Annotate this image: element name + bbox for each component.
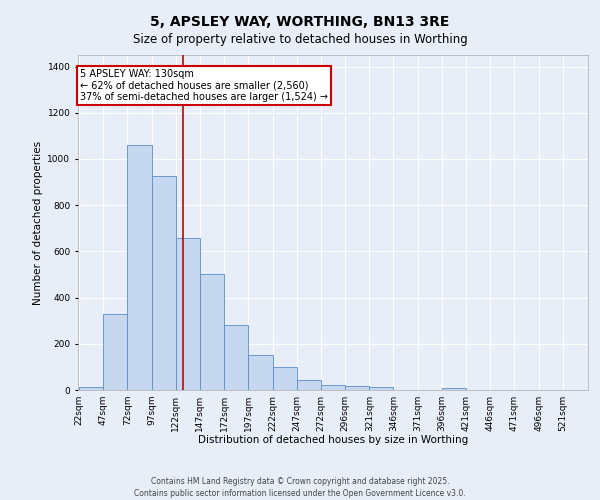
Bar xyxy=(248,356,272,390)
Bar xyxy=(176,238,200,390)
Bar xyxy=(200,274,224,390)
Bar xyxy=(442,388,466,390)
Text: 5 APSLEY WAY: 130sqm
← 62% of detached houses are smaller (2,560)
37% of semi-de: 5 APSLEY WAY: 130sqm ← 62% of detached h… xyxy=(80,69,328,102)
Bar xyxy=(345,386,369,390)
Bar xyxy=(224,326,248,390)
Text: Size of property relative to detached houses in Worthing: Size of property relative to detached ho… xyxy=(133,32,467,46)
Y-axis label: Number of detached properties: Number of detached properties xyxy=(33,140,43,304)
Bar xyxy=(369,387,394,390)
Bar xyxy=(103,314,127,390)
Text: 5, APSLEY WAY, WORTHING, BN13 3RE: 5, APSLEY WAY, WORTHING, BN13 3RE xyxy=(151,15,449,29)
Bar xyxy=(272,367,297,390)
Text: Contains HM Land Registry data © Crown copyright and database right 2025.
Contai: Contains HM Land Registry data © Crown c… xyxy=(134,476,466,498)
Bar xyxy=(152,176,176,390)
Bar xyxy=(321,386,345,390)
Bar xyxy=(79,386,103,390)
Bar xyxy=(127,145,152,390)
Bar xyxy=(297,380,321,390)
X-axis label: Distribution of detached houses by size in Worthing: Distribution of detached houses by size … xyxy=(198,436,468,446)
